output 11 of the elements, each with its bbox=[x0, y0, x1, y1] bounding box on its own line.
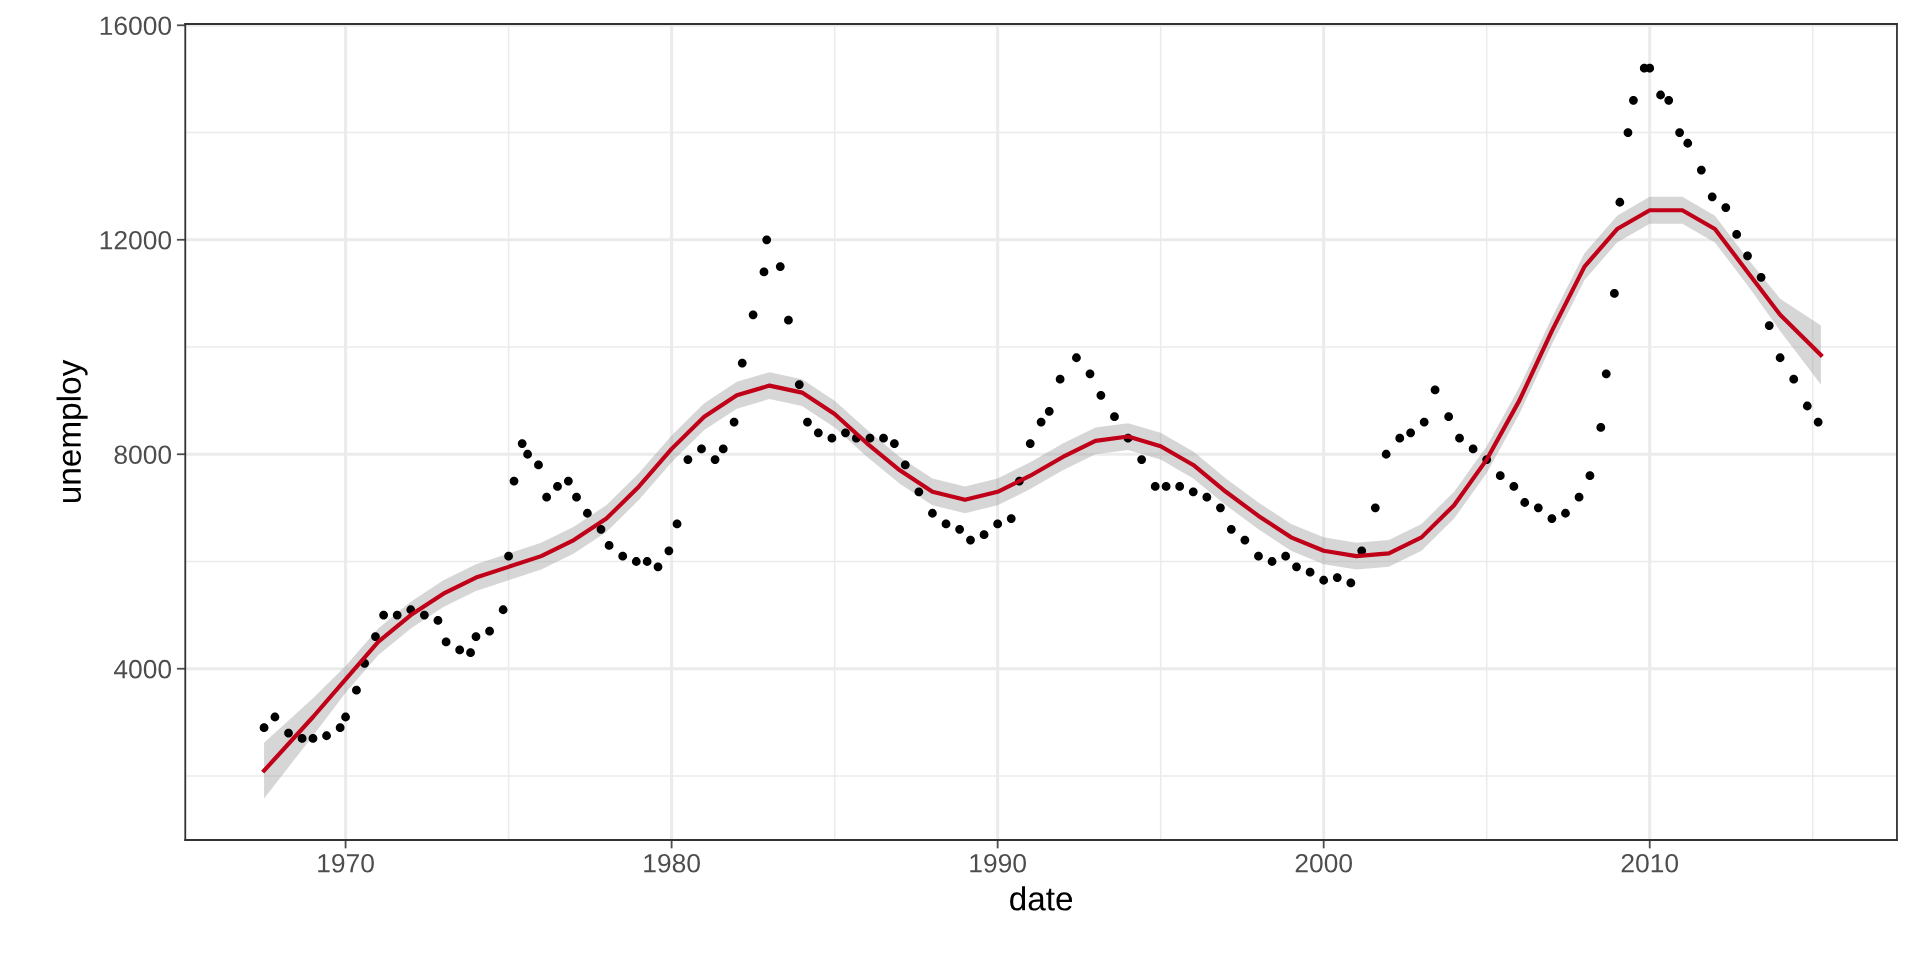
x-tick-label: 2000 bbox=[1295, 853, 1353, 873]
x-tick-label: 1970 bbox=[318, 853, 374, 873]
x-axis-title: date bbox=[1010, 886, 1073, 911]
y-tick-label: 4000 bbox=[113, 659, 172, 679]
x-tick-label: 1990 bbox=[970, 853, 1026, 873]
y-axis-title: unemploy bbox=[56, 359, 88, 503]
y-tick-label: 16000 bbox=[100, 16, 172, 36]
x-tick-label: 2010 bbox=[1621, 853, 1679, 873]
y-tick-label: 8000 bbox=[114, 445, 172, 465]
y-tick-label: 12000 bbox=[100, 230, 172, 250]
x-tick-label: 1980 bbox=[644, 853, 700, 873]
